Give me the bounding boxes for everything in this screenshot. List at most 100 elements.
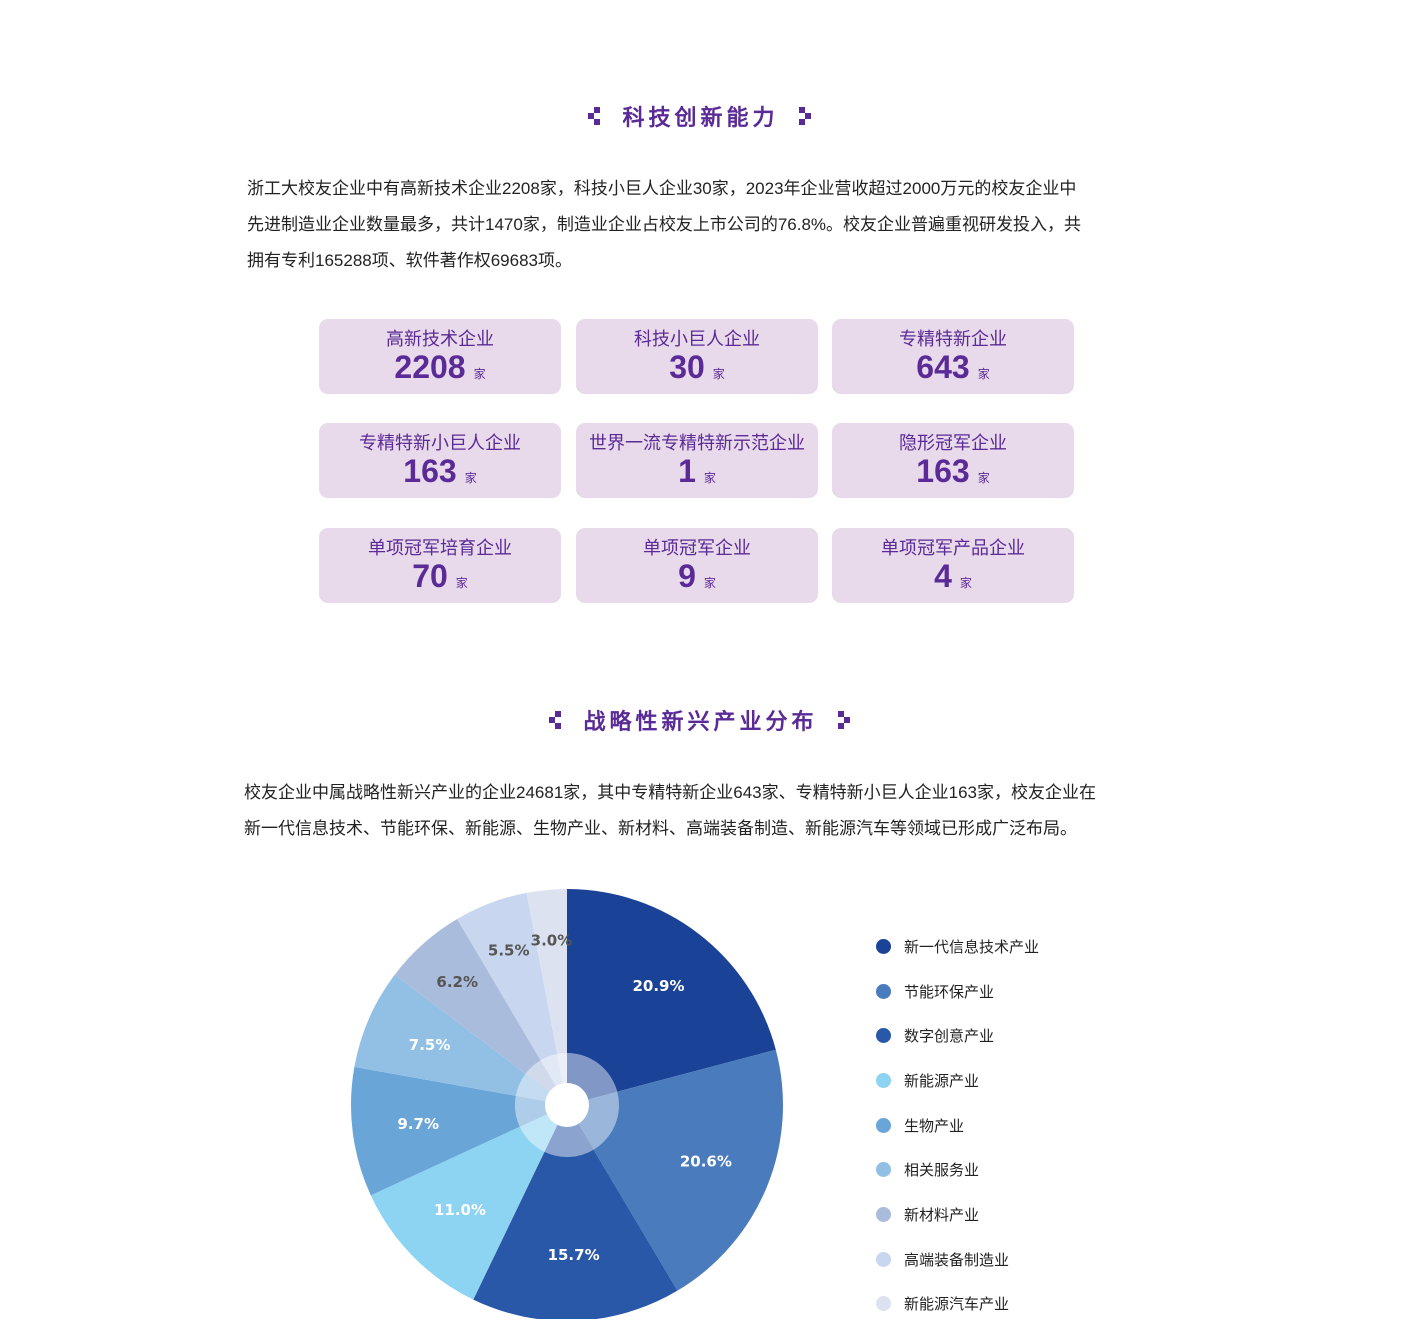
- legend-label: 生物产业: [904, 1115, 964, 1136]
- pie-data-label: 5.5%: [488, 942, 530, 960]
- stat-value: 163: [916, 453, 969, 489]
- paragraph-line: 先进制造业企业数量最多，共计1470家，制造业企业占校友上市公司的76.8%。校…: [247, 207, 1081, 243]
- title-decoration-right-icon: [797, 105, 815, 127]
- stat-unit: 家: [704, 471, 716, 485]
- stat-unit: 家: [704, 576, 716, 590]
- paragraph-line: 浙工大校友企业中有高新技术企业2208家，科技小巨人企业30家，2023年企业营…: [247, 171, 1081, 207]
- stat-card-value: 643 家: [832, 349, 1074, 386]
- stat-card-grid: 高新技术企业 2208 家 科技小巨人企业 30 家 专精特新企业 643 家 专精特…: [319, 319, 1075, 603]
- section-title-industries: 战略性新兴产业分布: [0, 704, 1401, 736]
- stat-value: 1: [678, 453, 696, 489]
- pie-legend: 新一代信息技术产业节能环保产业数字创意产业新能源产业生物产业相关服务业新材料产业…: [876, 924, 1039, 1326]
- section-title-text: 战略性新兴产业分布: [583, 704, 817, 736]
- stat-card-value: 70 家: [319, 558, 561, 595]
- stat-card: 专精特新小巨人企业 163 家: [319, 423, 561, 498]
- legend-label: 数字创意产业: [904, 1025, 994, 1046]
- stat-card-value: 163 家: [319, 453, 561, 490]
- section-title-innovation: 科技创新能力: [0, 100, 1401, 132]
- stat-card-label: 专精特新企业: [832, 325, 1074, 351]
- stat-unit: 家: [465, 471, 477, 485]
- stat-card-label: 高新技术企业: [319, 325, 561, 351]
- stat-unit: 家: [474, 367, 486, 381]
- stat-card-label: 世界一流专精特新示范企业: [576, 429, 818, 455]
- pie-center-hole: [545, 1083, 589, 1127]
- stat-unit: 家: [978, 471, 990, 485]
- legend-swatch-icon: [876, 1162, 891, 1177]
- stat-card: 高新技术企业 2208 家: [319, 319, 561, 394]
- pie-data-label: 20.6%: [680, 1153, 732, 1171]
- title-decoration-right-icon: [836, 709, 854, 731]
- section-title-text: 科技创新能力: [622, 100, 778, 132]
- stat-value: 9: [678, 558, 696, 594]
- paragraph-line: 拥有专利165288项、软件著作权69683项。: [247, 243, 1081, 279]
- legend-item: 高端装备制造业: [876, 1237, 1039, 1282]
- pie-data-label: 15.7%: [548, 1246, 600, 1264]
- paragraph-line: 校友企业中属战略性新兴产业的企业24681家，其中专精特新企业643家、专精特新…: [244, 775, 1096, 811]
- legend-label: 新能源产业: [904, 1070, 979, 1091]
- legend-label: 新能源汽车产业: [904, 1293, 1009, 1314]
- legend-label: 相关服务业: [904, 1159, 979, 1180]
- stat-value: 70: [412, 558, 448, 594]
- industry-pie-chart: 20.9% 20.6% 15.7% 11.0% 9.7% 7.5% 6.2% 5.5%3.0%: [340, 875, 796, 1319]
- stat-value: 163: [403, 453, 456, 489]
- legend-swatch-icon: [876, 1028, 891, 1043]
- stat-card-label: 科技小巨人企业: [576, 325, 818, 351]
- stat-unit: 家: [713, 367, 725, 381]
- stat-value: 30: [669, 349, 705, 385]
- legend-swatch-icon: [876, 1118, 891, 1133]
- legend-swatch-icon: [876, 1296, 891, 1311]
- innovation-paragraph: 浙工大校友企业中有高新技术企业2208家，科技小巨人企业30家，2023年企业营…: [247, 171, 1081, 279]
- stat-card-label: 隐形冠军企业: [832, 429, 1074, 455]
- pie-data-label: 7.5%: [409, 1036, 451, 1054]
- stat-card-label: 单项冠军企业: [576, 534, 818, 560]
- pie-data-label: 9.7%: [397, 1115, 439, 1133]
- stat-card: 科技小巨人企业 30 家: [576, 319, 818, 394]
- paragraph-line: 新一代信息技术、节能环保、新能源、生物产业、新材料、高端装备制造、新能源汽车等领…: [244, 811, 1096, 847]
- stat-card: 专精特新企业 643 家: [832, 319, 1074, 394]
- legend-item: 新能源产业: [876, 1058, 1039, 1103]
- legend-label: 节能环保产业: [904, 981, 994, 1002]
- stat-card: 单项冠军培育企业 70 家: [319, 528, 561, 603]
- legend-item: 新材料产业: [876, 1192, 1039, 1237]
- legend-swatch-icon: [876, 939, 891, 954]
- legend-swatch-icon: [876, 1073, 891, 1088]
- stat-card-label: 单项冠军产品企业: [832, 534, 1074, 560]
- legend-swatch-icon: [876, 1207, 891, 1222]
- legend-item: 节能环保产业: [876, 969, 1039, 1014]
- legend-item: 数字创意产业: [876, 1013, 1039, 1058]
- legend-swatch-icon: [876, 1252, 891, 1267]
- stat-card-label: 专精特新小巨人企业: [319, 429, 561, 455]
- stat-value: 2208: [394, 349, 465, 385]
- legend-item: 相关服务业: [876, 1147, 1039, 1192]
- legend-label: 新一代信息技术产业: [904, 936, 1039, 957]
- pie-data-label: 3.0%: [531, 932, 573, 950]
- legend-item: 生物产业: [876, 1103, 1039, 1148]
- stat-card-value: 2208 家: [319, 349, 561, 386]
- stat-card-label: 单项冠军培育企业: [319, 534, 561, 560]
- pie-data-label: 11.0%: [434, 1201, 486, 1219]
- stat-card-value: 30 家: [576, 349, 818, 386]
- pie-data-label: 6.2%: [436, 973, 478, 991]
- title-decoration-left-icon: [547, 709, 565, 731]
- stat-unit: 家: [978, 367, 990, 381]
- pie-data-label: 20.9%: [632, 977, 684, 995]
- title-decoration-left-icon: [586, 105, 604, 127]
- stat-unit: 家: [456, 576, 468, 590]
- legend-swatch-icon: [876, 984, 891, 999]
- legend-item: 新一代信息技术产业: [876, 924, 1039, 969]
- stat-value: 4: [934, 558, 952, 594]
- legend-label: 高端装备制造业: [904, 1249, 1009, 1270]
- stat-unit: 家: [960, 576, 972, 590]
- legend-item: 新能源汽车产业: [876, 1282, 1039, 1326]
- stat-card: 隐形冠军企业 163 家: [832, 423, 1074, 498]
- industries-paragraph: 校友企业中属战略性新兴产业的企业24681家，其中专精特新企业643家、专精特新…: [244, 775, 1096, 847]
- stat-value: 643: [916, 349, 969, 385]
- legend-label: 新材料产业: [904, 1204, 979, 1225]
- stat-card-value: 163 家: [832, 453, 1074, 490]
